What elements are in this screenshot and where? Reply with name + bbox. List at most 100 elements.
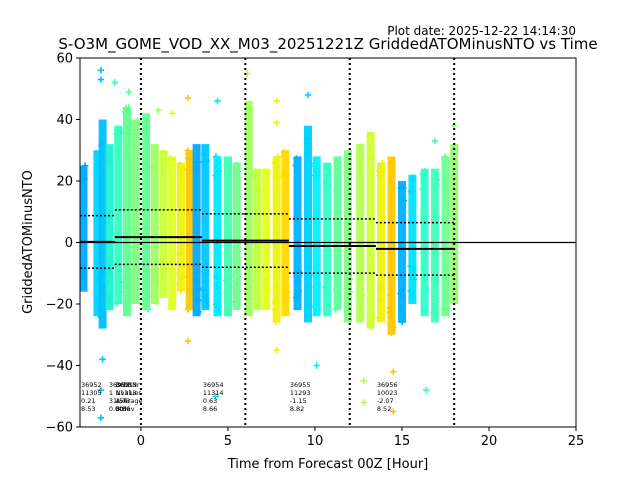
data-point (158, 272, 165, 279)
data-point (335, 289, 342, 296)
data-point (322, 283, 329, 291)
column-body (176, 162, 185, 292)
data-point (261, 168, 268, 175)
data-point (116, 278, 123, 286)
data-point (179, 273, 187, 280)
data-point (143, 130, 150, 138)
outlier-point (97, 414, 105, 421)
data-point (368, 155, 376, 163)
data-point (122, 273, 130, 281)
data-point (255, 185, 262, 192)
data-point (184, 155, 192, 162)
data-column (158, 150, 168, 298)
data-point (390, 324, 397, 331)
stat-text: 36955 (290, 381, 311, 389)
data-point (357, 304, 365, 311)
data-point (377, 296, 384, 303)
data-point (107, 257, 114, 265)
data-point (356, 145, 363, 152)
data-column (332, 156, 343, 313)
data-point (311, 172, 319, 179)
data-point (125, 104, 132, 111)
data-column (113, 125, 124, 307)
data-column (261, 168, 272, 311)
data-point (105, 300, 113, 308)
data-column (150, 144, 161, 306)
data-point (323, 171, 330, 179)
data-point (410, 276, 417, 283)
data-point (150, 292, 157, 300)
data-point (410, 265, 417, 272)
data-column (311, 156, 321, 317)
stat-text: 0.00 (109, 405, 123, 413)
data-point (443, 269, 451, 277)
data-point (105, 157, 113, 164)
y-tick-label: 60 (56, 52, 73, 67)
outlier-point (273, 119, 280, 126)
stat-text: 8.52 (377, 405, 391, 413)
data-point (123, 280, 131, 288)
outlier-point (390, 368, 397, 375)
column-body (397, 181, 406, 323)
data-column (397, 181, 408, 326)
outlier-point (423, 386, 430, 394)
data-column (141, 113, 152, 313)
data-point (253, 303, 260, 310)
data-point (271, 299, 278, 306)
data-point (356, 316, 363, 324)
data-column (252, 167, 263, 311)
data-point (98, 119, 105, 127)
data-point (202, 294, 209, 301)
column-body (98, 119, 107, 329)
data-point (333, 157, 341, 165)
data-point (233, 273, 241, 280)
data-point (215, 167, 223, 175)
data-point (105, 277, 112, 285)
outlier-point (212, 393, 219, 400)
data-point (114, 126, 122, 134)
data-column (97, 119, 108, 329)
data-point (142, 279, 150, 286)
data-point (332, 306, 339, 313)
data-point (314, 301, 321, 308)
data-point (144, 306, 152, 313)
data-point (368, 323, 375, 330)
y-tick-label: −20 (46, 298, 73, 313)
data-column (376, 160, 386, 323)
data-point (200, 286, 207, 294)
stat-text: 10023 (377, 389, 398, 397)
column-body (262, 168, 271, 311)
data-point (245, 302, 253, 310)
column-body (312, 156, 321, 317)
data-point (202, 270, 210, 278)
data-point (130, 143, 138, 151)
outlier-point (97, 386, 105, 394)
data-point (212, 153, 220, 160)
data-point (203, 157, 211, 165)
data-point (388, 329, 395, 337)
outlier-point (360, 399, 367, 406)
data-point (342, 169, 350, 177)
data-point (122, 265, 130, 272)
column-body (333, 156, 342, 311)
data-point (225, 273, 233, 280)
stat-text: 8.82 (290, 405, 304, 413)
column-body (142, 113, 151, 311)
data-point (292, 162, 299, 169)
stat-text: 11314 (203, 389, 224, 397)
data-point (283, 159, 291, 167)
x-tick-label: 15 (394, 434, 411, 449)
column-body (168, 156, 177, 311)
data-point (133, 267, 140, 275)
data-point (160, 264, 167, 271)
data-point (125, 127, 132, 134)
stat-text: 1.73 (116, 397, 130, 405)
data-point (247, 277, 254, 285)
data-point (367, 266, 375, 274)
data-point (254, 283, 261, 291)
data-point (254, 169, 262, 176)
data-point (355, 151, 363, 158)
